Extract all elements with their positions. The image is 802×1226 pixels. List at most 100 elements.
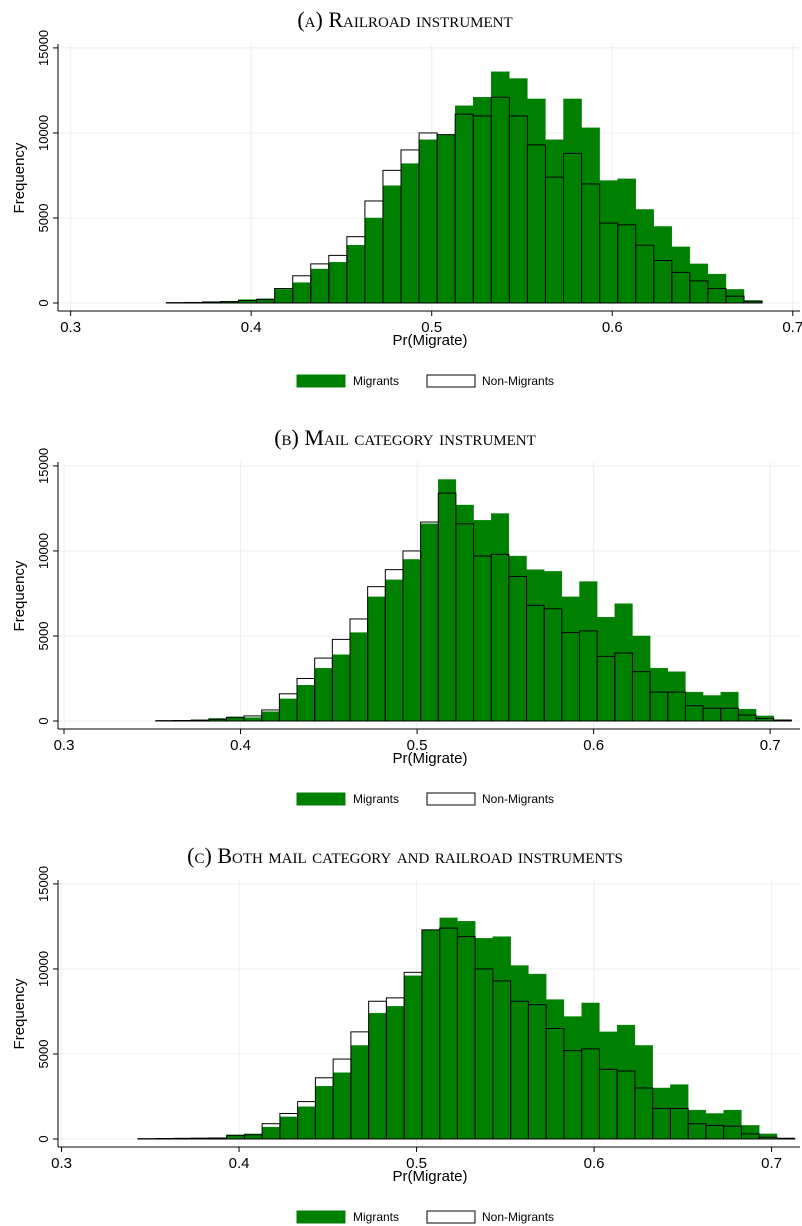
bar (776, 1137, 796, 1140)
x-tick-label: 0.4 (230, 737, 251, 754)
chart-title: (c) Both mail category and railroad inst… (187, 843, 623, 868)
x-tick-label: 0.3 (54, 737, 75, 754)
x-tick-label: 0.6 (583, 737, 604, 754)
bar (172, 1137, 192, 1140)
bar (261, 711, 280, 722)
bar (491, 71, 510, 304)
bar (364, 217, 384, 304)
bar (528, 973, 547, 1140)
legend-swatch (426, 374, 476, 388)
bar (279, 1116, 298, 1140)
bar (438, 479, 457, 722)
bar (563, 98, 582, 304)
legend-swatch (296, 374, 346, 388)
y-tick-label: 5000 (36, 1040, 51, 1069)
bar (418, 139, 438, 304)
y-tick-label: 15000 (36, 448, 51, 484)
bar (723, 1125, 742, 1140)
bar (649, 668, 668, 722)
bar (382, 185, 402, 304)
bar (310, 268, 330, 304)
y-tick-label: 10000 (36, 951, 51, 987)
bar (279, 698, 298, 722)
x-tick-label: 0.7 (761, 1155, 782, 1172)
y-tick-label: 10000 (36, 115, 51, 151)
bar (685, 691, 704, 722)
bar (758, 1133, 778, 1140)
bar (454, 105, 474, 304)
y-tick-label: 15000 (36, 866, 51, 902)
bar (720, 691, 739, 722)
x-axis-label: Pr(Migrate) (392, 1168, 467, 1185)
bar (616, 1024, 636, 1140)
x-tick-label: 0.6 (602, 319, 623, 336)
bar (743, 300, 763, 304)
bar (563, 1016, 582, 1140)
chart-title: (b) Mail category instrument (274, 425, 536, 450)
bar (349, 632, 368, 722)
bar (689, 263, 709, 304)
bar (491, 513, 510, 722)
bar (671, 246, 691, 304)
x-axis-label: Pr(Migrate) (392, 332, 467, 349)
y-axis-label: Frequency (11, 978, 28, 1049)
bar (332, 654, 351, 722)
bar (545, 999, 565, 1140)
bar (457, 921, 476, 1140)
bar (315, 1086, 334, 1140)
bar (328, 261, 348, 304)
bar (183, 301, 203, 304)
bar (741, 1125, 760, 1140)
x-tick-label: 0.7 (760, 737, 781, 754)
bar (581, 1002, 600, 1140)
bar (421, 929, 440, 1140)
bar (385, 579, 404, 722)
x-tick-label: 0.5 (421, 319, 442, 336)
bar (190, 719, 210, 722)
bar (292, 282, 311, 304)
bar (386, 1006, 405, 1140)
bar (402, 559, 421, 722)
bar (261, 1126, 281, 1140)
y-tick-label: 0 (36, 299, 51, 306)
y-tick-label: 15000 (36, 30, 51, 66)
bar (599, 1031, 618, 1140)
bar (705, 1113, 724, 1140)
bar (545, 139, 564, 304)
bar (725, 295, 745, 304)
bar (510, 965, 529, 1140)
bar (274, 289, 293, 304)
legend-label: Non-Migrants (482, 1210, 554, 1224)
y-tick-label: 0 (36, 717, 51, 724)
x-tick-label: 0.7 (782, 319, 802, 336)
y-tick-label: 5000 (36, 204, 51, 233)
bar (579, 581, 598, 722)
legend-label: Non-Migrants (482, 792, 554, 806)
x-axis-label: Pr(Migrate) (392, 750, 467, 767)
bar (332, 1072, 352, 1140)
bar (403, 975, 423, 1140)
bar (492, 936, 511, 1140)
legend-swatch (426, 792, 476, 806)
y-tick-label: 10000 (36, 533, 51, 569)
x-tick-label: 0.6 (584, 1155, 605, 1172)
bar (634, 1045, 653, 1140)
bar (670, 1084, 689, 1140)
bar (420, 523, 439, 722)
legend-label: Migrants (353, 1210, 399, 1224)
y-tick-label: 0 (36, 1135, 51, 1142)
bar (527, 98, 546, 304)
panel: (a) Railroad instrument 0 5000 10000 15000 0.… (11, 7, 802, 388)
x-tick-label: 0.4 (229, 1155, 250, 1172)
bar (474, 938, 494, 1140)
legend-label: Migrants (353, 374, 399, 388)
bar (652, 1087, 671, 1140)
bar (400, 163, 420, 304)
bar (172, 719, 192, 722)
bar (509, 78, 528, 304)
x-tick-label: 0.5 (407, 737, 428, 754)
bar (297, 1106, 316, 1140)
bar (614, 603, 633, 722)
bar (723, 1109, 742, 1140)
bar (740, 1133, 760, 1140)
